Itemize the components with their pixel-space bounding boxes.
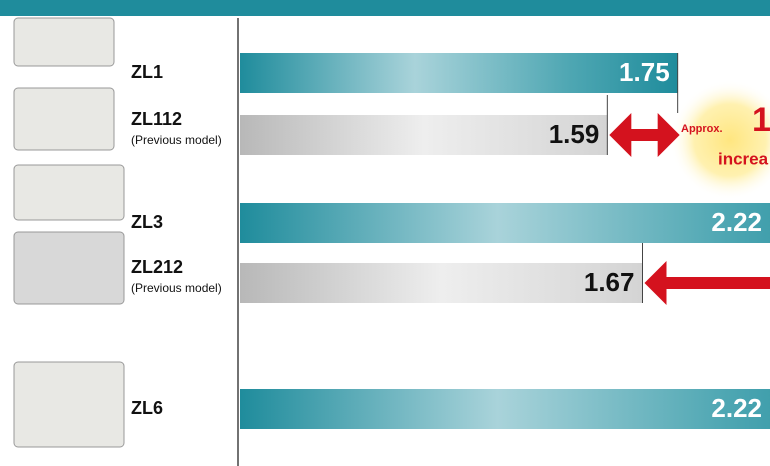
value-label: 1.67 [584, 267, 635, 297]
category-label: ZL1 [131, 62, 163, 82]
category-subtitle: (Previous model) [131, 281, 222, 295]
category-label: ZL6 [131, 398, 163, 418]
annotation: Approx. [681, 123, 723, 135]
bar [240, 389, 770, 429]
category-subtitle: (Previous model) [131, 133, 222, 147]
category-label: ZL112 [131, 109, 182, 129]
value-label: 1.75 [619, 57, 670, 87]
value-label: 1.59 [549, 119, 600, 149]
annotation: increa [718, 149, 769, 168]
chart: 1.75 ZL1 1.59 ZL112 (Previous model) 2.22 ZL3 1… [0, 0, 770, 466]
bar [240, 53, 678, 93]
value-label: 2.22 [711, 393, 762, 423]
bar [240, 263, 642, 303]
difference-arrow [644, 261, 770, 305]
annotation: 1 [752, 101, 770, 139]
bar [240, 203, 770, 243]
category-label: ZL212 [131, 257, 183, 277]
value-label: 2.22 [711, 207, 762, 237]
title-band [0, 0, 770, 16]
highlight-glow [670, 80, 770, 200]
product-images [14, 18, 124, 447]
category-label: ZL3 [131, 212, 163, 232]
difference-arrow [609, 113, 679, 157]
